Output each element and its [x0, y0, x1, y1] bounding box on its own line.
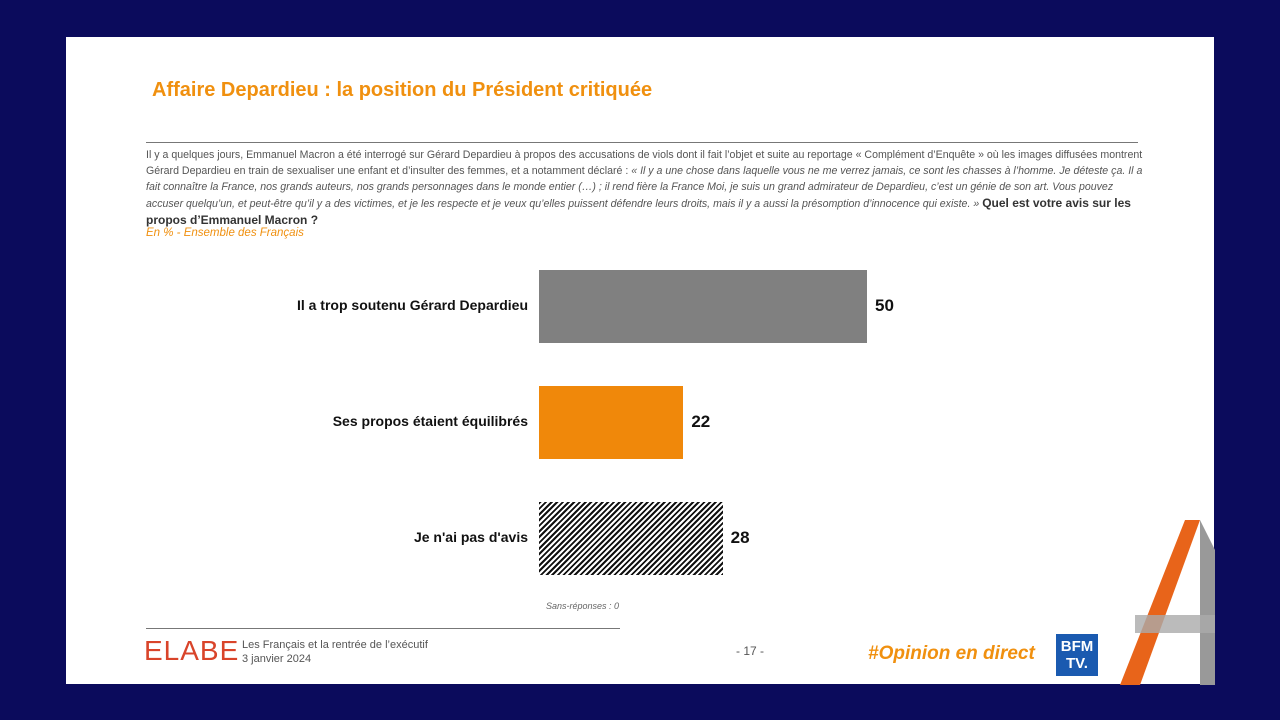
- category-label: Je n'ai pas d'avis: [413, 529, 528, 545]
- bar: [539, 270, 867, 343]
- category-label: Ses propos étaient équilibrés: [332, 413, 528, 429]
- question: Quel est votre avis sur les propos d’Emm…: [146, 196, 1131, 227]
- footer-divider: [146, 628, 620, 629]
- category-label: Il a trop soutenu Gérard Depardieu: [296, 297, 528, 313]
- bar: [539, 386, 684, 459]
- elabe-logo: ELABE: [144, 635, 240, 666]
- slide: Affaire Depardieu : la position du Prési…: [66, 37, 1214, 684]
- value-label: 28: [730, 528, 750, 547]
- intro-text: Il y a quelques jours, Emmanuel Macron a…: [146, 149, 1143, 177]
- footer-info: Les Français et la rentrée de l’exécutif…: [242, 638, 428, 666]
- page-number: - 17 -: [736, 644, 765, 658]
- bar: [539, 502, 723, 575]
- question-text: Il y a quelques jours, Emmanuel Macron a…: [146, 147, 1146, 229]
- slide-title: Affaire Depardieu : la position du Prési…: [152, 79, 653, 101]
- hashtag: #Opinion en direct: [868, 643, 1035, 664]
- value-label: 22: [691, 412, 711, 431]
- divider: [146, 142, 1138, 143]
- bfmtv-logo: BFM TV.: [1056, 634, 1098, 676]
- macron-quote: « Il y a une chose dans laquelle vous ne…: [146, 165, 1143, 210]
- no-answer-note: Sans-réponses : 0: [546, 601, 620, 611]
- survey-name: Les Français et la rentrée de l’exécutif: [242, 639, 428, 651]
- opinion-a-logo-icon: [1120, 520, 1215, 685]
- base-note: En % - Ensemble des Français: [146, 227, 304, 239]
- value-label: 50: [875, 296, 894, 315]
- survey-date: 3 janvier 2024: [242, 653, 312, 665]
